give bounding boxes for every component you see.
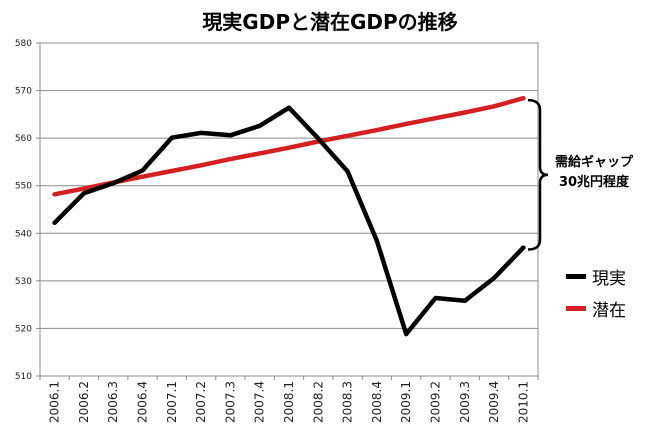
- y-tick-label: 560: [15, 134, 32, 144]
- x-tick-label: 2006.3: [106, 381, 120, 423]
- y-tick-label: 520: [15, 324, 32, 334]
- gap-brace: [527, 98, 549, 251]
- y-tick-label: 510: [15, 372, 32, 382]
- x-tick-label: 2007.2: [194, 381, 208, 423]
- legend-swatch-potential: [566, 305, 586, 311]
- legend-item-potential: 潜在: [566, 294, 626, 322]
- y-tick-label: 540: [15, 229, 32, 239]
- x-tick-label: 2009.2: [428, 381, 442, 423]
- y-tick-label: 550: [15, 182, 32, 192]
- legend-item-actual: 現実: [566, 262, 626, 290]
- y-tick-label: 580: [15, 39, 32, 49]
- x-tick-label: 2006.1: [48, 381, 62, 423]
- x-tick-label: 2006.4: [136, 381, 150, 423]
- series-line-actual: [52, 105, 526, 337]
- y-tick-label: 570: [15, 87, 32, 97]
- x-tick-label: 2010.1: [516, 381, 530, 423]
- x-tick-label: 2009.4: [487, 381, 501, 423]
- legend: 現実 潜在: [566, 262, 626, 326]
- gap-annotation-line1: 需給ギャップ: [555, 155, 634, 170]
- x-tick-label: 2009.3: [458, 381, 472, 423]
- x-tick-label: 2007.1: [165, 381, 179, 423]
- series-line-potential: [52, 95, 526, 197]
- legend-label-potential: 潜在: [592, 300, 626, 321]
- gap-annotation-line2: 30兆円程度: [558, 175, 630, 190]
- gap-annotation: 需給ギャップ 30兆円程度: [555, 153, 633, 193]
- x-tick-label: 2007.4: [253, 381, 267, 423]
- x-tick-label: 2008.1: [282, 381, 296, 423]
- chart-title: 現実GDPと潜在GDPの推移: [202, 10, 458, 34]
- x-tick-label: 2009.1: [399, 381, 413, 423]
- legend-label-actual: 現実: [592, 268, 626, 289]
- x-tick-label: 2006.2: [77, 381, 91, 423]
- y-tick-label: 530: [15, 277, 32, 287]
- x-tick-label: 2007.3: [223, 381, 237, 423]
- legend-swatch-actual: [566, 273, 586, 279]
- plot-area: [39, 42, 539, 377]
- x-tick-label: 2008.3: [341, 381, 355, 423]
- x-tick-label: 2008.4: [370, 381, 384, 423]
- x-tick-label: 2008.2: [311, 381, 325, 423]
